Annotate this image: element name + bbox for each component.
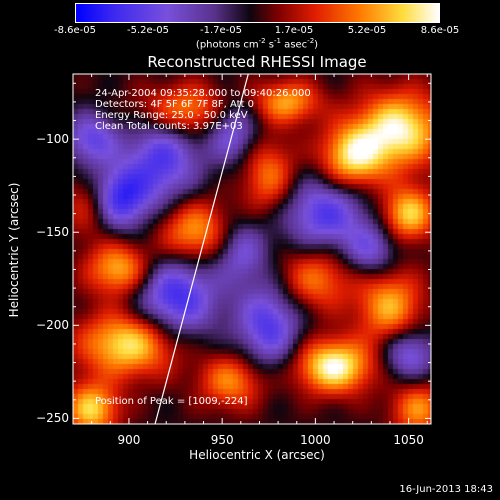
peak-position-annotation: Position of Peak = [1009,-224] [95, 396, 248, 407]
y-tick-label: −100 [36, 132, 69, 147]
colorbar-tick-label: -1.7e-05 [200, 25, 242, 36]
colorbar [75, 3, 440, 23]
colorbar-tick-label: 1.7e-05 [274, 25, 314, 36]
y-axis-label: Heliocentric Y (arcsec) [7, 182, 21, 318]
x-tick-label: 950 [210, 433, 234, 447]
colorbar-gradient [75, 3, 440, 23]
y-tick-label: −150 [36, 225, 69, 240]
chart-title: Reconstructed RHESSI Image [147, 53, 367, 71]
colorbar-tick-label: 5.2e-05 [347, 25, 387, 36]
x-tick-label: 1000 [300, 433, 331, 447]
colorbar-units: (photons cm-2 s-1 asec-2) [195, 37, 319, 51]
clean-counts-annotation: Clean Total counts: 3.97E+03 [95, 121, 243, 132]
plot-area: 24-Apr-2004 09:35:28.000 to 09:40:26.000… [73, 74, 431, 424]
x-tick-label: 1050 [393, 433, 424, 447]
footer-date: 16-Jun-2013 18:43 [399, 484, 493, 495]
detectors-annotation: Detectors: 4F 5F 6F 7F 8F, Att 0 [95, 99, 255, 110]
colorbar-tick-label: -5.2e-05 [127, 25, 169, 36]
x-axis-label: Heliocentric X (arcsec) [189, 448, 325, 462]
y-tick-label: −250 [36, 411, 69, 426]
colorbar-tick-label: 8.6e-05 [420, 25, 460, 36]
y-tick-label: −200 [36, 318, 69, 333]
time-range-annotation: 24-Apr-2004 09:35:28.000 to 09:40:26.000 [95, 88, 311, 99]
x-tick-label: 900 [117, 433, 141, 447]
colorbar-tick-label: -8.6e-05 [54, 25, 96, 36]
energy-range-annotation: Energy Range: 25.0 - 50.0 keV [95, 110, 248, 121]
